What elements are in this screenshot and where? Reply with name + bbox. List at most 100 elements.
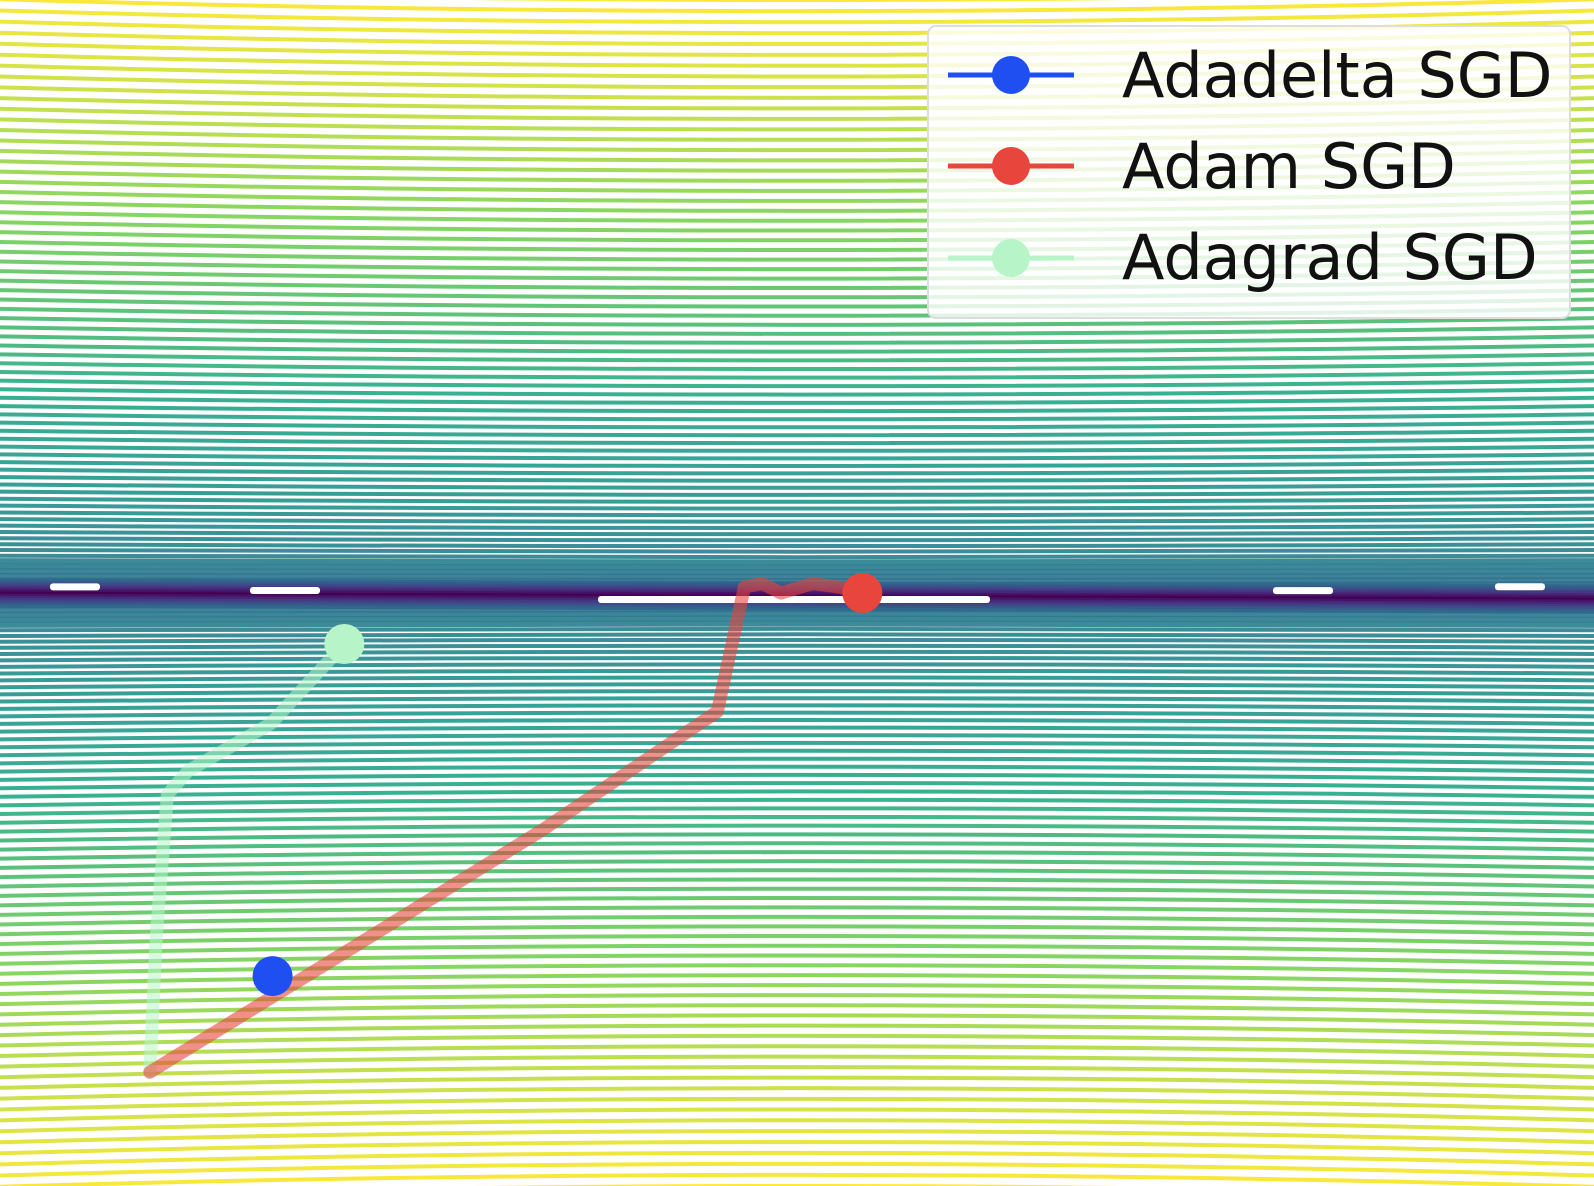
contour-line (0, 1075, 1594, 1090)
contour-line (0, 343, 1594, 354)
contour-line (0, 467, 1594, 476)
legend-label-adam: Adam SGD (1122, 130, 1456, 203)
contour-line (0, 572, 1594, 580)
contour-line (0, 756, 1594, 766)
contour-line (0, 460, 1594, 468)
contour-line (0, 1033, 1594, 1048)
contour-line (0, 841, 1594, 852)
contour-line (0, 1086, 1594, 1101)
contour-line (0, 1129, 1594, 1145)
contour-line (0, 510, 1594, 518)
legend-item-adadelta: Adadelta SGD (948, 39, 1553, 112)
contour-line (0, 558, 1594, 566)
legend-marker-adam (992, 147, 1030, 185)
contour-line (0, 682, 1594, 690)
contour-line (0, 632, 1594, 638)
valley-floor-line (0, 600, 1594, 610)
contour-line (0, 489, 1594, 497)
optimizer-markers (252, 573, 883, 997)
contour-line (0, 781, 1594, 791)
contour-line (0, 675, 1594, 683)
contour-line (0, 993, 1594, 1007)
contour-line (0, 316, 1594, 327)
contour-line (0, 325, 1594, 336)
contour-line (0, 352, 1594, 363)
contour-line (0, 710, 1594, 719)
contour-line (0, 859, 1594, 870)
contour-line (0, 806, 1594, 817)
legend-item-adagrad: Adagrad SGD (948, 221, 1538, 294)
contour-line (0, 1172, 1594, 1186)
contour-line (0, 953, 1594, 966)
contour-line (0, 718, 1594, 726)
contour-line (0, 610, 1594, 618)
valley-minimum-marks (50, 583, 1545, 603)
contour-line (0, 877, 1594, 889)
contour-line (0, 503, 1594, 511)
contour-line (0, 412, 1594, 422)
contour-line (0, 772, 1594, 782)
valley-floor-line (0, 604, 1594, 614)
contour-line (0, 1044, 1594, 1059)
legend-marker-adadelta (992, 56, 1030, 94)
contour-line (0, 924, 1594, 937)
contour-line (0, 764, 1594, 774)
contour-line (0, 797, 1594, 808)
contour-line (0, 475, 1594, 483)
valley-minimum-mark (50, 583, 100, 591)
contour-line (0, 696, 1594, 704)
valley-minimum-mark (598, 595, 990, 603)
contour-line (0, 482, 1594, 490)
valley-minimum-mark (1273, 587, 1333, 595)
contour-line (0, 1118, 1594, 1134)
contour-line (0, 1054, 1594, 1069)
valley-minimum-mark (250, 587, 320, 595)
contour-line (0, 973, 1594, 986)
contour-line (0, 823, 1594, 834)
marker-adagrad (324, 623, 365, 664)
valley-floor-line (0, 602, 1594, 612)
contour-line (0, 637, 1594, 644)
contour-line (0, 649, 1594, 656)
contour-line (0, 0, 1594, 14)
contour-line (0, 934, 1594, 947)
contour-line (0, 530, 1594, 537)
legend-box (927, 25, 1571, 319)
contour-line (0, 668, 1594, 676)
contour-line (0, 517, 1594, 524)
valley-minimum-mark (1495, 583, 1545, 591)
contour-line (0, 643, 1594, 650)
contour-line (0, 334, 1594, 345)
contour-line (0, 369, 1594, 380)
contour-line (0, 420, 1594, 430)
contour-line (0, 615, 1594, 623)
marker-adam (842, 573, 883, 613)
contour-line (0, 1107, 1594, 1123)
contour-line (0, 850, 1594, 861)
contour-line (0, 496, 1594, 504)
contour-line (0, 548, 1594, 554)
contour-line (0, 568, 1594, 576)
legend-label-adagrad: Adagrad SGD (1122, 221, 1538, 294)
contour-line (0, 656, 1594, 663)
contour-line (0, 553, 1594, 560)
contour-line (0, 1065, 1594, 1080)
contour-line (0, 1139, 1594, 1156)
path-adagrad (143, 637, 351, 1079)
contour-line (0, 905, 1594, 917)
contour-line (0, 428, 1594, 438)
contour-line (0, 662, 1594, 669)
contour-line (0, 542, 1594, 549)
contour-line (0, 8, 1594, 25)
contour-line (0, 361, 1594, 372)
contour-line (0, 789, 1594, 799)
contour-line (0, 444, 1594, 453)
contour-line (0, 1150, 1594, 1167)
contour-line (0, 620, 1594, 628)
path-adam (143, 577, 869, 1079)
optimizer-paths (143, 577, 869, 1079)
contour-line (0, 748, 1594, 758)
contour-line (0, 378, 1594, 389)
contour-line (0, 387, 1594, 397)
